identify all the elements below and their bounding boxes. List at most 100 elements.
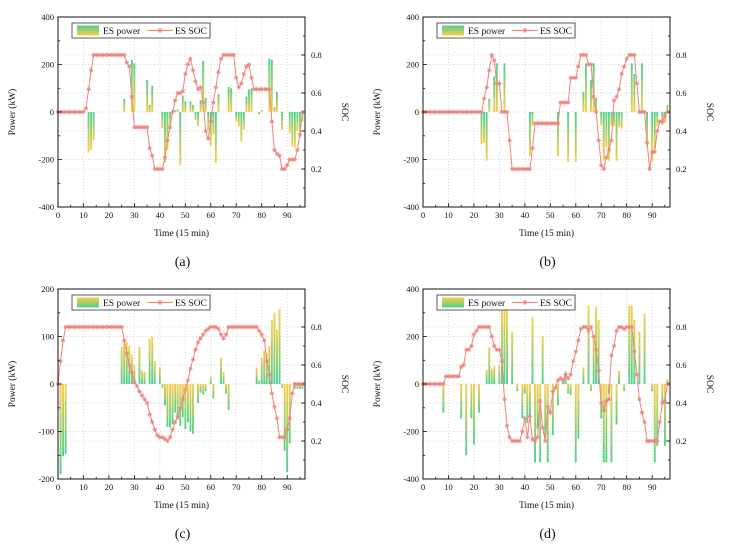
axis-tick-labels: 0 10 20 30 40 50 60 70 80 90 -400 -200 0 200 400 0.2 0.4…: [372, 284, 714, 511]
subplot-grid: 0 10 20 30 40 50 60 70 80 90 -400 -200 0 200 400 0.2 0.4…: [0, 6, 730, 550]
y2-axis-label: SOC: [339, 103, 349, 121]
svg-text:0.4: 0.4: [676, 398, 687, 408]
svg-text:90: 90: [283, 482, 292, 492]
svg-text:40: 40: [156, 210, 165, 220]
svg-text:90: 90: [648, 210, 657, 220]
svg-text:80: 80: [622, 482, 631, 492]
svg-text:50: 50: [546, 482, 555, 492]
subplot-caption-d: (d): [539, 527, 556, 542]
legend-soc-marker: [522, 299, 528, 306]
legend: ES power ES SOC: [71, 294, 211, 311]
subplot-caption-c: (c): [174, 527, 191, 542]
svg-text:20: 20: [105, 482, 114, 492]
svg-text:10: 10: [79, 210, 88, 220]
svg-text:10: 10: [444, 482, 453, 492]
legend-soc-label: ES SOC: [540, 299, 572, 309]
legend-soc-marker: [157, 27, 163, 34]
legend-power-swatch: [77, 25, 99, 36]
series-es-power-bars: [480, 63, 669, 162]
svg-text:70: 70: [232, 210, 241, 220]
svg-text:-400: -400: [38, 202, 54, 212]
svg-text:80: 80: [257, 210, 266, 220]
svg-text:200: 200: [41, 284, 54, 294]
legend-power-swatch: [77, 297, 99, 308]
svg-text:-200: -200: [403, 155, 419, 165]
subplot-d: 0 10 20 30 40 50 60 70 80 90 -400 -200 0 200 400 0.2 0.4…: [365, 278, 730, 550]
legend-power-swatch: [442, 25, 464, 36]
svg-text:50: 50: [181, 210, 190, 220]
series-es-soc-line: [420, 324, 670, 444]
svg-text:0.2: 0.2: [676, 436, 687, 446]
svg-text:400: 400: [406, 284, 419, 294]
series-es-soc-line: [55, 52, 305, 172]
svg-text:0.4: 0.4: [311, 398, 322, 408]
svg-text:0: 0: [50, 107, 54, 117]
svg-text:0.8: 0.8: [311, 322, 322, 332]
svg-text:-400: -400: [403, 202, 419, 212]
svg-text:90: 90: [648, 482, 657, 492]
series-es-power-bars: [87, 58, 304, 166]
svg-text:30: 30: [495, 210, 504, 220]
axis-tick-labels: 0 10 20 30 40 50 60 70 80 90 -400 -200 0 200 400 0.2 0.4…: [372, 12, 714, 239]
legend-soc-marker: [157, 299, 163, 306]
svg-text:0: 0: [56, 482, 60, 492]
svg-text:40: 40: [521, 482, 530, 492]
svg-text:30: 30: [130, 482, 139, 492]
legend-power-label: ES power: [468, 27, 506, 37]
svg-text:70: 70: [597, 482, 606, 492]
axis-ticks: [57, 16, 305, 208]
svg-text:0.8: 0.8: [311, 50, 322, 60]
legend-power-label: ES power: [468, 299, 506, 309]
legend-soc-marker: [522, 27, 528, 34]
y-axis-label: Power (kW): [7, 361, 18, 408]
svg-text:100: 100: [41, 332, 54, 342]
y2-axis-label: SOC: [704, 375, 714, 393]
svg-text:60: 60: [207, 210, 216, 220]
svg-text:90: 90: [283, 210, 292, 220]
svg-text:70: 70: [597, 210, 606, 220]
svg-text:-100: -100: [38, 427, 54, 437]
svg-text:0.6: 0.6: [311, 88, 322, 98]
axis-tick-labels: 0 10 20 30 40 50 60 70 80 90 -200 -100 0 100 200 0.2 0.4…: [7, 284, 349, 511]
svg-text:0.6: 0.6: [676, 360, 687, 370]
svg-text:40: 40: [521, 210, 530, 220]
subplot-b: 0 10 20 30 40 50 60 70 80 90 -400 -200 0 200 400 0.2 0.4…: [365, 6, 730, 278]
svg-text:40: 40: [156, 482, 165, 492]
svg-text:200: 200: [41, 60, 54, 70]
svg-text:60: 60: [207, 482, 216, 492]
svg-text:200: 200: [406, 332, 419, 342]
svg-text:30: 30: [495, 482, 504, 492]
legend-box: [436, 22, 576, 39]
svg-text:0: 0: [421, 210, 425, 220]
subplot-a: 0 10 20 30 40 50 60 70 80 90 -400 -200 0 200 400 0.2 0.4…: [0, 6, 365, 278]
x-axis-label: Time (15 min): [154, 500, 209, 511]
legend-power-label: ES power: [103, 299, 141, 309]
svg-text:50: 50: [546, 210, 555, 220]
svg-text:80: 80: [622, 210, 631, 220]
svg-text:0.2: 0.2: [311, 436, 322, 446]
legend: ES power ES SOC: [436, 294, 576, 311]
y2-axis-label: SOC: [704, 103, 714, 121]
y-axis-label: Power (kW): [372, 89, 383, 136]
svg-text:-200: -200: [38, 155, 54, 165]
legend-box: [436, 294, 576, 311]
axis-tick-labels: 0 10 20 30 40 50 60 70 80 90 -400 -200 0 200 400 0.2 0.4…: [7, 12, 349, 239]
x-axis-label: Time (15 min): [519, 228, 574, 239]
y2-axis-label: SOC: [339, 375, 349, 393]
svg-text:30: 30: [130, 210, 139, 220]
legend-box: [71, 294, 211, 311]
svg-text:0.2: 0.2: [676, 164, 687, 174]
svg-text:0: 0: [56, 210, 60, 220]
svg-text:50: 50: [181, 482, 190, 492]
gridlines: [58, 17, 305, 207]
svg-text:10: 10: [444, 210, 453, 220]
axis-ticks: [422, 288, 670, 480]
legend-soc-label: ES SOC: [175, 299, 207, 309]
svg-text:0.4: 0.4: [311, 126, 322, 136]
svg-text:20: 20: [105, 210, 114, 220]
svg-text:0.2: 0.2: [311, 164, 322, 174]
svg-text:60: 60: [572, 482, 581, 492]
chart-canvas-a: 0 10 20 30 40 50 60 70 80 90 -400 -200 0 200 400 0.2 0.4…: [7, 12, 349, 239]
svg-text:20: 20: [470, 482, 479, 492]
